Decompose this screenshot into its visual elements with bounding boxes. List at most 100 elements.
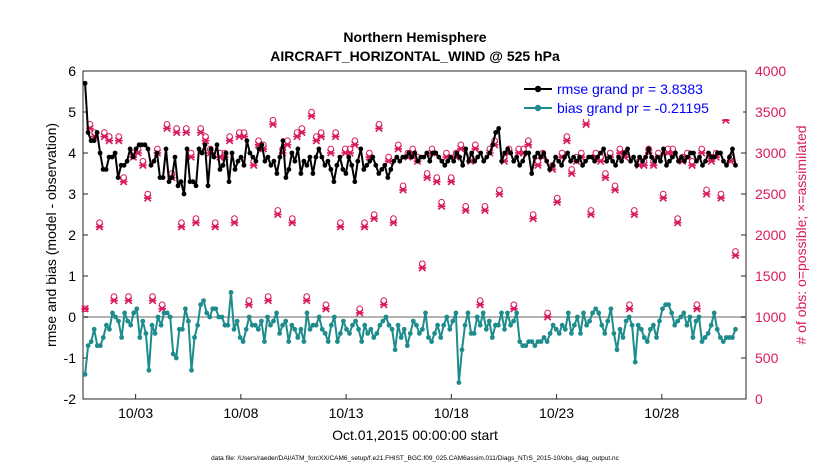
rmse-point: [508, 150, 514, 156]
bias-point: [359, 339, 365, 344]
bias-point: [575, 314, 580, 320]
rmse-point: [148, 162, 154, 168]
obs-possible-marker: [462, 203, 469, 210]
bias-point: [289, 322, 295, 328]
rmse-point: [409, 154, 415, 160]
bias-point: [295, 335, 301, 340]
rmse-point: [109, 154, 115, 160]
y-right-tick-label: 2500: [755, 186, 786, 202]
rmse-point: [172, 154, 178, 160]
bias-point: [180, 326, 185, 332]
obs-assimilated-marker: [336, 223, 345, 231]
x-tick-label: 10/18: [434, 405, 469, 421]
bias-point: [541, 335, 547, 340]
rmse-point: [307, 154, 313, 160]
rmse-point: [415, 158, 421, 164]
obs-possible-marker: [182, 125, 190, 132]
obs-possible-marker: [231, 215, 238, 222]
obs-possible-marker: [211, 219, 219, 226]
rmse-point: [478, 150, 484, 156]
bias-point: [301, 339, 307, 344]
x-axis-label: Oct.01,2015 00:00:00 start: [332, 427, 498, 443]
y-left-tick-label: 4: [68, 145, 76, 161]
obs-possible-marker: [423, 170, 431, 177]
bias-point: [684, 322, 690, 328]
rmse-point: [355, 158, 361, 164]
rmse-point: [640, 158, 645, 164]
rmse-point: [511, 158, 517, 164]
obs-possible-marker: [399, 182, 407, 190]
obs-assimilated-marker: [418, 264, 427, 272]
rmse-point: [541, 150, 547, 156]
obs-possible-marker: [549, 162, 556, 169]
obs-assimilated-marker: [543, 313, 552, 321]
bias-point: [231, 326, 237, 332]
obs-assimilated-marker: [274, 210, 282, 219]
bias-point: [429, 339, 434, 344]
obs-assimilated-marker: [298, 128, 306, 137]
bias-point: [113, 314, 118, 320]
rmse-point: [325, 158, 331, 164]
rmse-point: [412, 150, 418, 156]
obs-assimilated-marker: [389, 218, 398, 227]
obs-possible-marker: [366, 149, 373, 157]
bias-point: [675, 318, 681, 324]
rmse-point: [634, 162, 639, 168]
bias-point: [626, 314, 632, 320]
bias-point: [596, 310, 602, 316]
obs-possible-marker: [110, 293, 118, 300]
y-right-tick-label: 3000: [755, 145, 786, 161]
obs-assimilated-marker: [461, 206, 470, 215]
obs-assimilated-marker: [563, 136, 571, 145]
obs-possible-marker: [544, 309, 551, 317]
bias-point: [85, 343, 91, 349]
obs-assimilated-marker: [529, 214, 537, 223]
x-tick-label: 10/23: [539, 405, 574, 421]
obs-possible-marker: [346, 145, 354, 153]
obs-possible-marker: [669, 145, 677, 153]
rmse-point: [466, 158, 472, 164]
rmse-point: [175, 183, 181, 189]
rmse-point: [568, 158, 573, 164]
bias-point: [338, 331, 343, 336]
obs-possible-marker: [481, 203, 489, 210]
bias-point: [486, 318, 492, 324]
rmse-point: [607, 154, 612, 160]
bias-point: [183, 306, 188, 312]
bias-point: [274, 310, 279, 316]
obs-possible-marker: [361, 219, 368, 226]
bias-point: [362, 322, 368, 328]
bias-point: [207, 314, 213, 320]
bias-point: [286, 339, 292, 344]
bias-point: [681, 310, 687, 316]
obs-possible-marker: [568, 166, 575, 173]
bias-point: [696, 314, 702, 320]
bias-point: [438, 335, 444, 340]
bias-point: [547, 331, 553, 336]
bias-point: [313, 322, 319, 328]
rmse-point: [505, 146, 511, 152]
rmse-point: [493, 130, 499, 135]
obs-assimilated-marker: [625, 305, 634, 313]
bias-point: [705, 331, 711, 336]
rmse-point: [274, 171, 280, 176]
bias-point: [441, 322, 447, 328]
rmse-point: [334, 162, 340, 168]
bias-point: [699, 339, 705, 344]
rmse-point: [589, 154, 594, 160]
rmse-point: [562, 154, 567, 160]
bias-point: [186, 318, 191, 324]
bias-point: [453, 310, 459, 316]
bias-point: [377, 322, 383, 328]
bias-point: [204, 310, 210, 316]
obs-assimilated-marker: [327, 149, 335, 157]
legend-box: [521, 79, 743, 119]
bias-point: [356, 326, 361, 332]
obs-possible-marker: [390, 215, 397, 222]
bias-point: [271, 318, 276, 324]
obs-possible-marker: [587, 207, 595, 214]
obs-assimilated-marker: [611, 186, 619, 194]
y-right-axis-label: # of obs: o=possible; ×=assimilated: [793, 125, 809, 344]
obs-possible-marker: [693, 301, 701, 309]
bias-point: [462, 322, 468, 328]
